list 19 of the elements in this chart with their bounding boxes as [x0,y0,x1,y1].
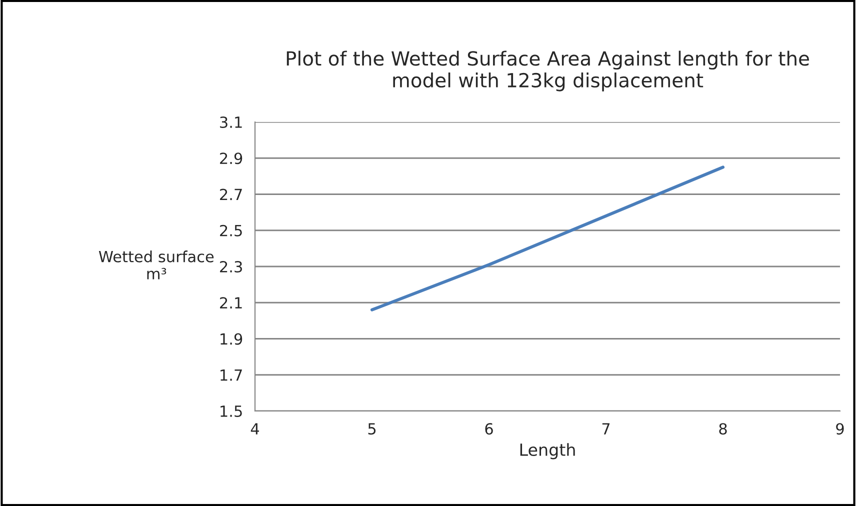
y-axis-title: Wetted surface m³ [98,250,214,280]
x-tick-label: 9 [836,423,844,435]
x-tick-label: 4 [250,423,260,434]
x-tick-label: 6 [485,423,493,435]
y-tick-label: 1.5 [220,406,242,418]
y-tick-label: 2.3 [220,260,242,273]
y-tick-label: 2.5 [220,224,242,236]
y-tick-label: 2.9 [220,152,242,164]
x-tick-label: 5 [368,423,376,435]
y-tick-label: 2.7 [220,188,242,200]
x-tick-label: 8 [719,423,727,435]
y-tick-label: 1.9 [220,333,242,345]
chart-title: Plot of the Wetted Surface Area Against length for the model with 123kg displacement [286,50,809,92]
y-tick-label: 3.1 [220,116,242,128]
y-tick-label: 2.1 [220,297,242,308]
y-tick-label: 1.7 [220,370,242,381]
x-tick-label: 7 [602,423,610,434]
x-axis-title: Length [520,443,575,460]
line-series [370,166,725,312]
